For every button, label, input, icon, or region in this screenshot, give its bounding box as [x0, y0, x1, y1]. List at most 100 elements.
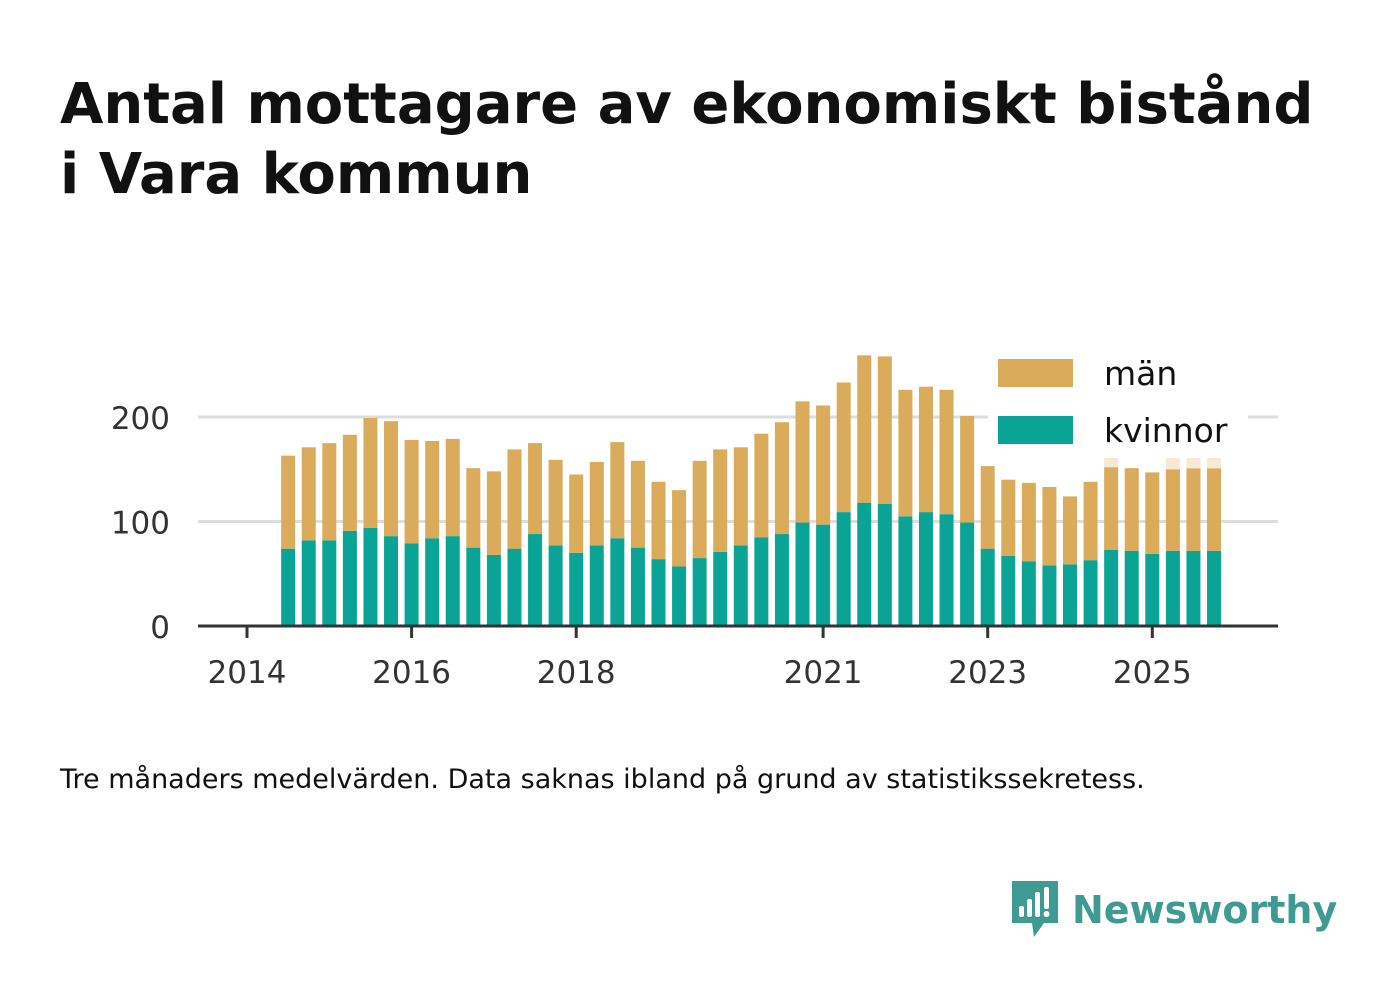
- bar-män-33: [960, 415, 975, 523]
- x-tick-label: 2016: [372, 655, 451, 691]
- bar-kvinnor-10: [486, 554, 501, 626]
- bar-kvinnor-13: [548, 545, 563, 626]
- bar-män-19: [672, 490, 687, 567]
- bar-män-4: [363, 418, 378, 528]
- bar-kvinnor-45: [1207, 550, 1222, 626]
- bar-kvinnor-40: [1104, 549, 1119, 626]
- bar-kvinnor-4: [363, 527, 378, 626]
- bar-kvinnor-28: [857, 502, 872, 626]
- bar-män-24: [774, 422, 789, 535]
- bar-män-9: [466, 468, 481, 548]
- bar-kvinnor-44: [1186, 550, 1201, 626]
- x-tick-label: 2023: [948, 655, 1027, 691]
- legend-swatch: [998, 359, 1073, 387]
- bar-män-40: [1104, 467, 1119, 550]
- bar-kvinnor-18: [651, 559, 666, 626]
- x-tick-label: 2018: [537, 655, 616, 691]
- bar-män-3: [342, 434, 357, 531]
- bar-kvinnor-42: [1145, 553, 1160, 626]
- bar-män-7: [425, 441, 440, 539]
- bar-män-13: [548, 459, 563, 546]
- bar-män-45: [1207, 468, 1222, 551]
- bar-kvinnor-21: [713, 551, 728, 626]
- bar-kvinnor-2: [322, 540, 337, 626]
- legend-label: män: [1104, 354, 1177, 393]
- bar-kvinnor-43: [1165, 550, 1180, 626]
- bar-män-35: [1001, 479, 1016, 556]
- bar-kvinnor-32: [939, 514, 954, 626]
- bar-kvinnor-9: [466, 547, 481, 626]
- bar-män-42: [1145, 472, 1160, 554]
- bar-kvinnor-27: [836, 512, 851, 626]
- bar-kvinnor-34: [980, 548, 995, 626]
- x-tick-label: 2014: [208, 655, 287, 691]
- bar-kvinnor-15: [589, 545, 604, 626]
- bar-män-17: [630, 460, 645, 548]
- bar-kvinnor-29: [877, 503, 892, 626]
- bar-män-15: [589, 461, 604, 546]
- bar-män-36: [1021, 482, 1036, 562]
- brand-logo: Newsworthy: [1010, 878, 1337, 942]
- bar-män-0: [281, 455, 296, 549]
- bar-män-44: [1186, 468, 1201, 551]
- bar-män-26: [816, 405, 831, 525]
- newsworthy-logo-icon: [1012, 881, 1058, 937]
- bar-män-5: [384, 421, 399, 537]
- bar-kvinnor-37: [1042, 565, 1057, 626]
- bar-män-39: [1083, 481, 1098, 561]
- bar-extra-43: [1165, 454, 1180, 470]
- bar-män-14: [569, 474, 584, 553]
- bar-kvinnor-31: [918, 512, 933, 626]
- bar-kvinnor-8: [445, 536, 460, 626]
- bar-kvinnor-33: [960, 522, 975, 626]
- bar-män-29: [877, 356, 892, 504]
- bar-kvinnor-5: [384, 536, 399, 626]
- bar-män-43: [1165, 469, 1180, 551]
- bar-män-20: [692, 460, 707, 559]
- bar-kvinnor-22: [733, 545, 748, 626]
- y-tick-label: 0: [150, 610, 170, 646]
- footnote: Tre månaders medelvärden. Data saknas ib…: [60, 764, 1145, 795]
- bar-kvinnor-39: [1083, 560, 1098, 626]
- chart-title-line-2: i Vara kommun: [60, 142, 533, 207]
- bar-kvinnor-38: [1063, 564, 1077, 626]
- bar-män-30: [898, 389, 913, 517]
- bar-kvinnor-35: [1001, 555, 1016, 626]
- legend: män kvinnor: [988, 346, 1248, 458]
- bar-män-10: [486, 471, 501, 555]
- x-tick-label: 2025: [1113, 655, 1192, 691]
- bar-män-23: [754, 433, 769, 538]
- x-tick-label: 2021: [784, 655, 863, 691]
- bar-kvinnor-30: [898, 516, 913, 626]
- bar-kvinnor-41: [1124, 550, 1139, 626]
- axes: 0 100 200 2014 2016 2018 2021 2023 2025: [111, 401, 1278, 691]
- bar-kvinnor-36: [1021, 561, 1036, 626]
- bar-kvinnor-12: [528, 534, 543, 626]
- bar-kvinnor-20: [692, 558, 707, 626]
- bar-marks: [281, 355, 1222, 626]
- bar-män-6: [404, 439, 419, 544]
- bar-kvinnor-0: [281, 548, 296, 626]
- legend-label: kvinnor: [1104, 411, 1228, 450]
- bar-män-21: [713, 449, 728, 552]
- bar-män-27: [836, 382, 851, 513]
- bar-män-12: [528, 443, 543, 535]
- stacked-bar-chart: 0 100 200 2014 2016 2018 2021 2023 2025 män kvinn…: [110, 346, 1278, 691]
- bar-män-31: [918, 386, 933, 513]
- bar-extra-40: [1104, 455, 1119, 468]
- bar-män-18: [651, 481, 666, 560]
- bar-kvinnor-7: [425, 538, 440, 626]
- chart-title-line-1: Antal mottagare av ekonomiskt bistånd: [60, 72, 1314, 137]
- bar-kvinnor-25: [795, 522, 810, 626]
- brand-name: Newsworthy: [1072, 888, 1338, 932]
- bar-kvinnor-16: [610, 538, 625, 626]
- bar-kvinnor-17: [630, 547, 645, 626]
- y-tick-label: 100: [111, 506, 170, 542]
- bar-män-25: [795, 401, 810, 523]
- bar-män-22: [733, 447, 748, 546]
- bar-kvinnor-1: [301, 540, 316, 626]
- bar-män-1: [301, 447, 316, 541]
- legend-swatch: [998, 416, 1073, 444]
- bar-kvinnor-11: [507, 548, 522, 626]
- bar-män-37: [1042, 487, 1057, 566]
